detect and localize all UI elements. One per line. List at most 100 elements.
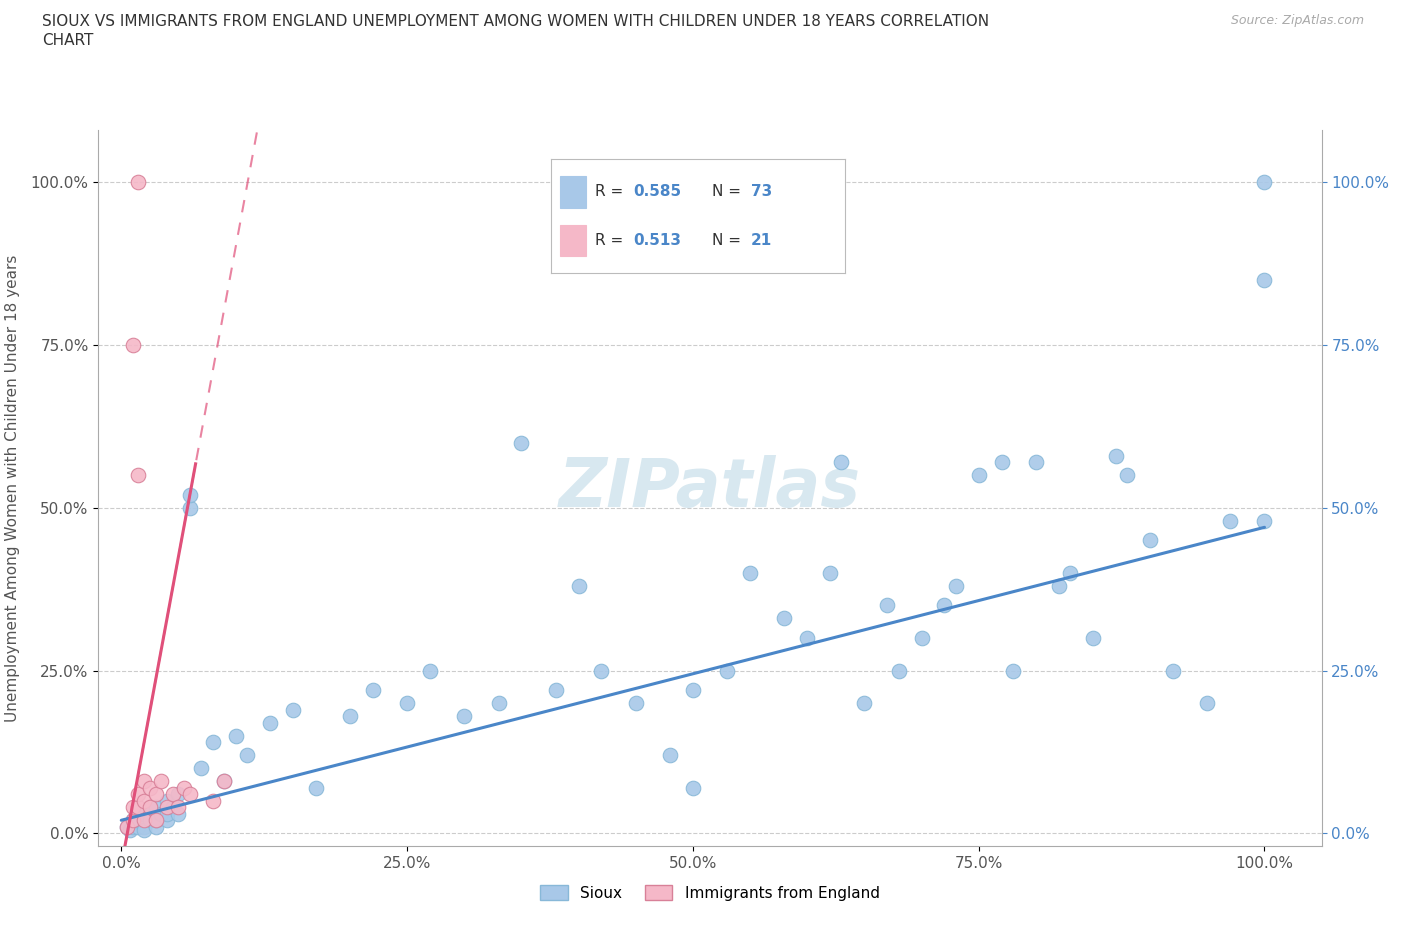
Point bbox=[201, 735, 224, 750]
Point bbox=[139, 780, 162, 795]
Point bbox=[134, 774, 156, 789]
Text: SIOUX VS IMMIGRANTS FROM ENGLAND UNEMPLOYMENT AMONG WOMEN WITH CHILDREN UNDER 18: SIOUX VS IMMIGRANTS FROM ENGLAND UNEMPLO… bbox=[42, 14, 990, 29]
Point bbox=[1253, 175, 1275, 190]
Point bbox=[167, 806, 190, 821]
Point bbox=[134, 823, 156, 838]
Point bbox=[281, 702, 304, 717]
Point bbox=[145, 787, 167, 802]
Point bbox=[1081, 631, 1104, 645]
Point bbox=[738, 565, 761, 580]
Point bbox=[179, 487, 201, 502]
Point bbox=[1025, 455, 1047, 470]
Point bbox=[910, 631, 932, 645]
Point bbox=[544, 683, 567, 698]
Point bbox=[225, 728, 247, 743]
Point bbox=[167, 787, 190, 802]
Point bbox=[212, 774, 235, 789]
Point bbox=[339, 709, 361, 724]
Point bbox=[419, 663, 441, 678]
Point bbox=[190, 761, 212, 776]
Point bbox=[945, 578, 967, 593]
Point bbox=[259, 715, 281, 730]
Point bbox=[1105, 448, 1128, 463]
Point bbox=[510, 435, 533, 450]
Point bbox=[853, 696, 876, 711]
Point bbox=[796, 631, 818, 645]
Point bbox=[659, 748, 682, 763]
Point bbox=[1253, 513, 1275, 528]
Point bbox=[145, 813, 167, 828]
Point bbox=[145, 813, 167, 828]
Point bbox=[139, 800, 162, 815]
Point bbox=[236, 748, 259, 763]
Point bbox=[145, 819, 167, 834]
Point bbox=[121, 813, 143, 828]
Point bbox=[818, 565, 841, 580]
Point bbox=[150, 774, 173, 789]
Point bbox=[1047, 578, 1070, 593]
Point bbox=[139, 813, 162, 828]
Point bbox=[156, 800, 179, 815]
Point bbox=[173, 780, 195, 795]
Point bbox=[162, 800, 184, 815]
Text: Source: ZipAtlas.com: Source: ZipAtlas.com bbox=[1230, 14, 1364, 27]
Point bbox=[127, 468, 149, 483]
Point bbox=[179, 787, 201, 802]
Text: CHART: CHART bbox=[42, 33, 94, 47]
Point bbox=[624, 696, 647, 711]
Point bbox=[167, 800, 190, 815]
Point bbox=[1116, 468, 1139, 483]
Point bbox=[121, 813, 143, 828]
Y-axis label: Unemployment Among Women with Children Under 18 years: Unemployment Among Women with Children U… bbox=[4, 255, 20, 722]
Point bbox=[127, 813, 149, 828]
Text: ZIPatlas: ZIPatlas bbox=[560, 456, 860, 521]
Point bbox=[134, 793, 156, 808]
Point bbox=[1219, 513, 1241, 528]
Point bbox=[682, 683, 704, 698]
Point bbox=[121, 338, 143, 352]
Point bbox=[127, 819, 149, 834]
Point bbox=[831, 455, 853, 470]
Point bbox=[134, 806, 156, 821]
Point bbox=[212, 774, 235, 789]
Point bbox=[876, 598, 898, 613]
Point bbox=[1139, 533, 1161, 548]
Point bbox=[121, 819, 143, 834]
Point bbox=[1059, 565, 1081, 580]
Point bbox=[396, 696, 419, 711]
Point bbox=[115, 819, 138, 834]
Point bbox=[134, 813, 156, 828]
Point bbox=[934, 598, 956, 613]
Point bbox=[121, 800, 143, 815]
Point bbox=[127, 787, 149, 802]
Legend: Sioux, Immigrants from England: Sioux, Immigrants from England bbox=[534, 879, 886, 907]
Point bbox=[127, 175, 149, 190]
Point bbox=[887, 663, 910, 678]
Point bbox=[567, 578, 589, 593]
Point bbox=[156, 793, 179, 808]
Point bbox=[145, 800, 167, 815]
Point bbox=[682, 780, 704, 795]
Point bbox=[967, 468, 990, 483]
Point bbox=[127, 800, 149, 815]
Point bbox=[1001, 663, 1024, 678]
Point bbox=[162, 787, 184, 802]
Point bbox=[1197, 696, 1219, 711]
Point bbox=[1253, 272, 1275, 287]
Point bbox=[990, 455, 1012, 470]
Point bbox=[115, 819, 138, 834]
Point bbox=[179, 500, 201, 515]
Point bbox=[1161, 663, 1184, 678]
Point bbox=[304, 780, 326, 795]
Point bbox=[488, 696, 510, 711]
Point bbox=[716, 663, 738, 678]
Point bbox=[156, 813, 179, 828]
Point bbox=[150, 806, 173, 821]
Point bbox=[591, 663, 613, 678]
Point bbox=[134, 819, 156, 834]
Point bbox=[453, 709, 475, 724]
Point bbox=[773, 611, 796, 626]
Point bbox=[139, 800, 162, 815]
Point bbox=[361, 683, 384, 698]
Point bbox=[120, 823, 142, 838]
